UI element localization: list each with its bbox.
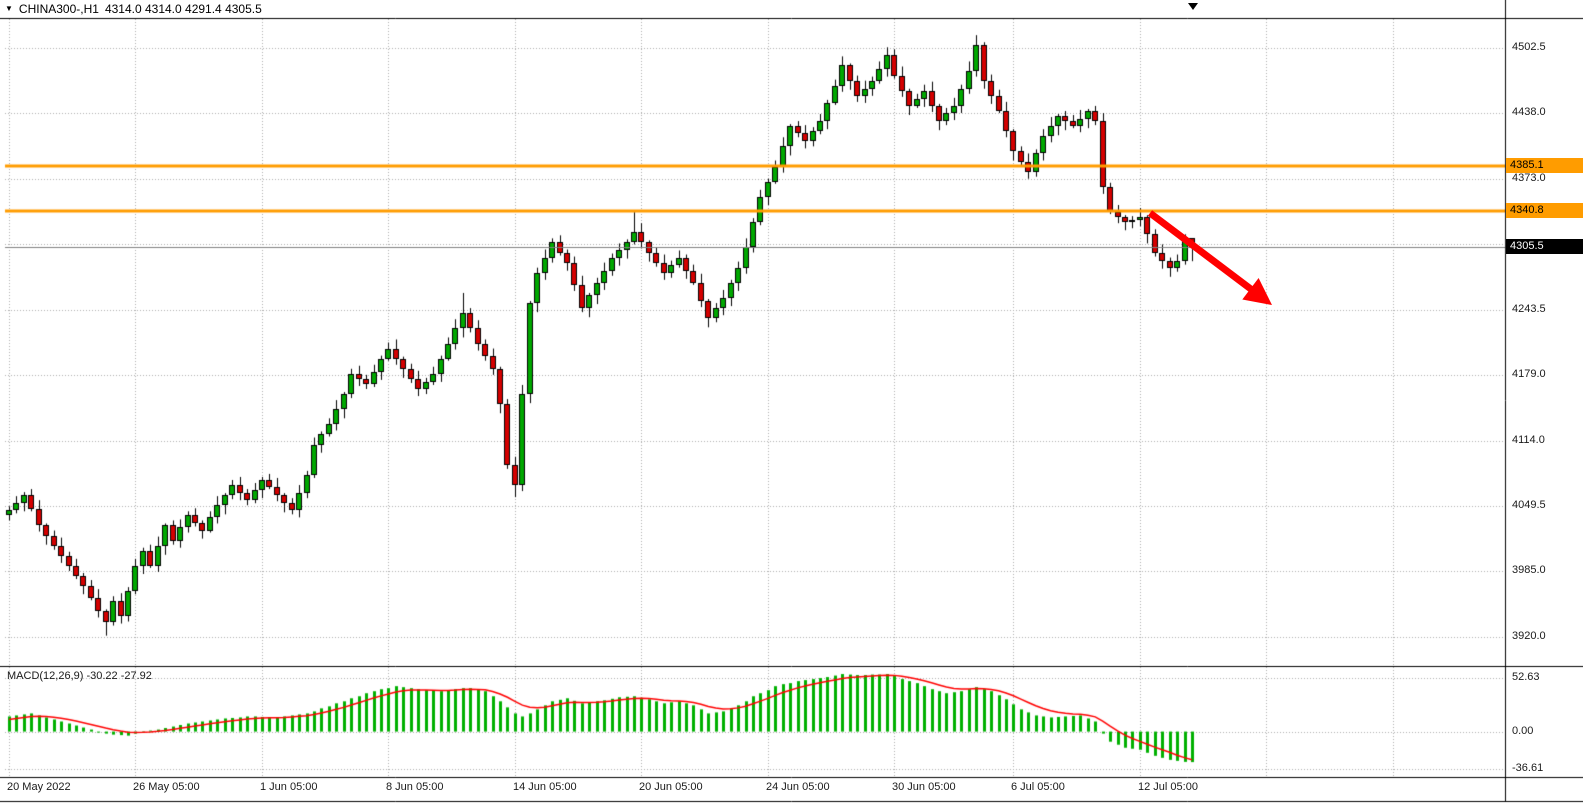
hline-price-badge: 4385.1: [1506, 158, 1583, 173]
time-axis-label: 24 Jun 05:00: [766, 781, 830, 793]
macd-indicator-label: MACD(12,26,9) -30.22 -27.92: [7, 670, 152, 682]
time-axis-label: 30 Jun 05:00: [892, 781, 956, 793]
chart-shift-marker-icon[interactable]: [1188, 3, 1198, 10]
macd-axis-label: -36.61: [1512, 762, 1544, 774]
symbol-period-label: CHINA300-,H1: [18, 2, 99, 16]
time-axis-label: 6 Jul 05:00: [1011, 781, 1065, 793]
current-price-badge: 4305.5: [1506, 239, 1583, 254]
hline-price-badge: 4340.8: [1506, 203, 1583, 218]
price-axis-label: 3920.0: [1512, 630, 1546, 642]
time-axis-label: 12 Jul 05:00: [1138, 781, 1198, 793]
ohlc-values: 4314.0 4314.0 4291.4 4305.5: [104, 2, 262, 16]
trend-arrow-head[interactable]: [1242, 278, 1272, 305]
time-axis-label: 20 Jun 05:00: [639, 781, 703, 793]
chart-header: ▼ CHINA300-,H1 4314.0 4314.0 4291.4 4305…: [5, 2, 262, 16]
time-axis-label: 8 Jun 05:00: [386, 781, 444, 793]
macd-axis-label: 52.63: [1512, 671, 1540, 683]
price-axis-label: 4179.0: [1512, 368, 1546, 380]
price-axis-label: 3985.0: [1512, 564, 1546, 576]
price-axis-label: 4243.5: [1512, 303, 1546, 315]
time-axis-label: 1 Jun 05:00: [260, 781, 318, 793]
price-axis-label: 4114.0: [1512, 434, 1545, 446]
time-axis-label: 26 May 05:00: [133, 781, 200, 793]
symbol-dropdown-icon[interactable]: ▼: [5, 4, 13, 13]
price-axis-label: 4373.0: [1512, 172, 1546, 184]
trend-arrow-shaft[interactable]: [1147, 210, 1255, 294]
time-axis-label: 20 May 2022: [7, 781, 71, 793]
price-axis-label: 4049.5: [1512, 499, 1546, 511]
price-axis-label: 4438.0: [1512, 106, 1546, 118]
macd-axis-label: 0.00: [1512, 725, 1534, 737]
price-axis-label: 4502.5: [1512, 41, 1546, 53]
time-axis-label: 14 Jun 05:00: [513, 781, 577, 793]
